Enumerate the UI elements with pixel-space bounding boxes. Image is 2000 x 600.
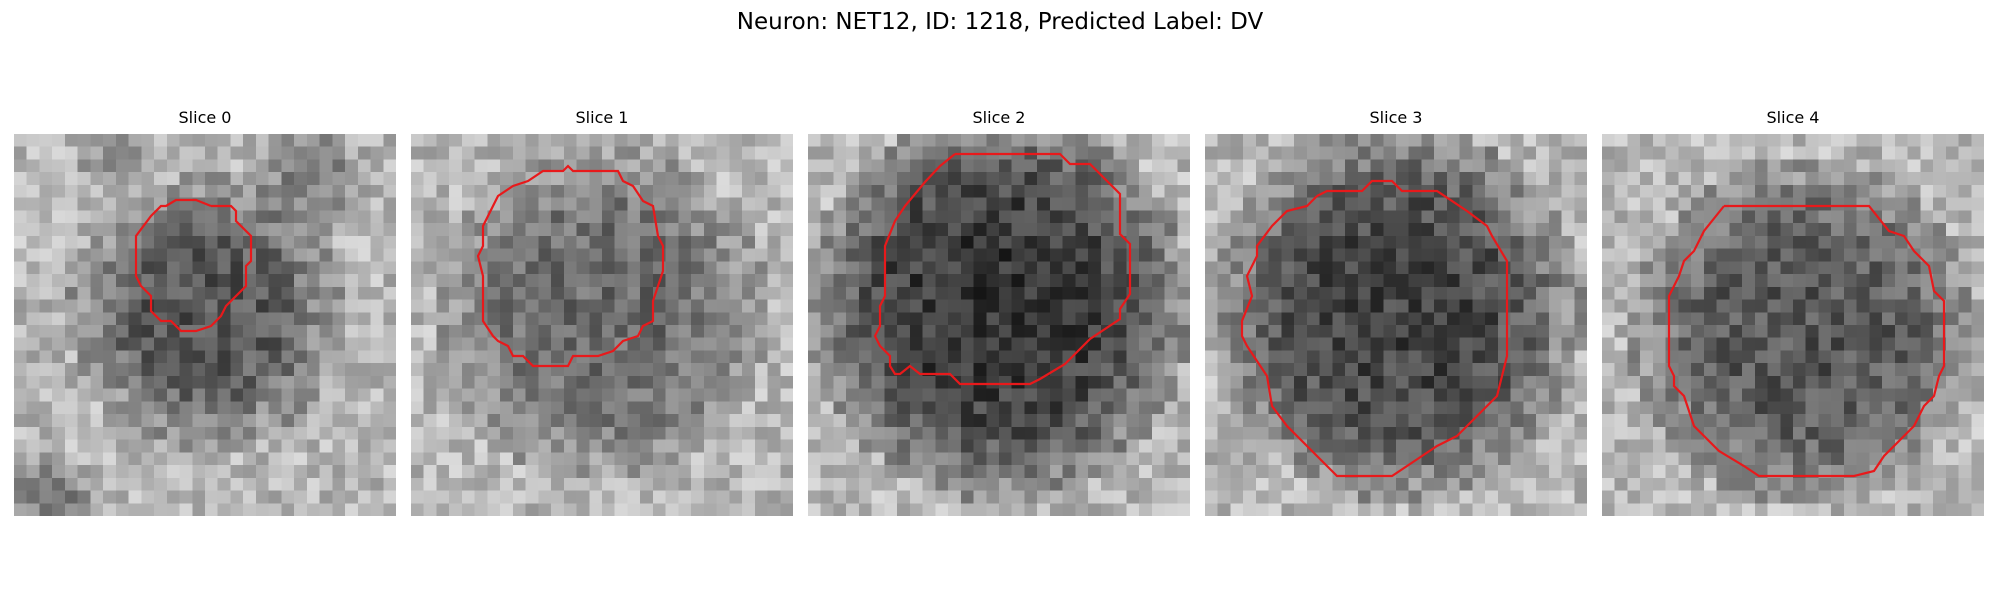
slice-title: Slice 1 bbox=[575, 108, 629, 127]
slice-title: Slice 3 bbox=[1369, 108, 1423, 127]
roi-contour bbox=[1240, 179, 1509, 478]
microscopy-image bbox=[14, 134, 396, 516]
slice-title: Slice 2 bbox=[972, 108, 1026, 127]
roi-contour bbox=[134, 198, 253, 333]
microscopy-image bbox=[411, 134, 793, 516]
contour-line bbox=[873, 152, 1132, 386]
contour-line bbox=[1240, 179, 1509, 478]
contour-line bbox=[134, 198, 253, 333]
slice-image bbox=[14, 134, 396, 516]
slice-image bbox=[808, 134, 1190, 516]
contour-line bbox=[1667, 204, 1946, 478]
slice-image bbox=[1602, 134, 1984, 516]
roi-contour bbox=[873, 152, 1132, 386]
roi-contour bbox=[1667, 204, 1946, 478]
slice-title: Slice 0 bbox=[178, 108, 232, 127]
contour-line bbox=[476, 164, 665, 368]
microscopy-image bbox=[1602, 134, 1984, 516]
slice-image bbox=[411, 134, 793, 516]
figure-title: Neuron: NET12, ID: 1218, Predicted Label… bbox=[736, 9, 1264, 35]
microscopy-image bbox=[1205, 134, 1587, 516]
slice-title: Slice 4 bbox=[1766, 108, 1820, 127]
microscopy-image bbox=[808, 134, 1190, 516]
roi-contour bbox=[476, 164, 665, 368]
slice-image bbox=[1205, 134, 1587, 516]
